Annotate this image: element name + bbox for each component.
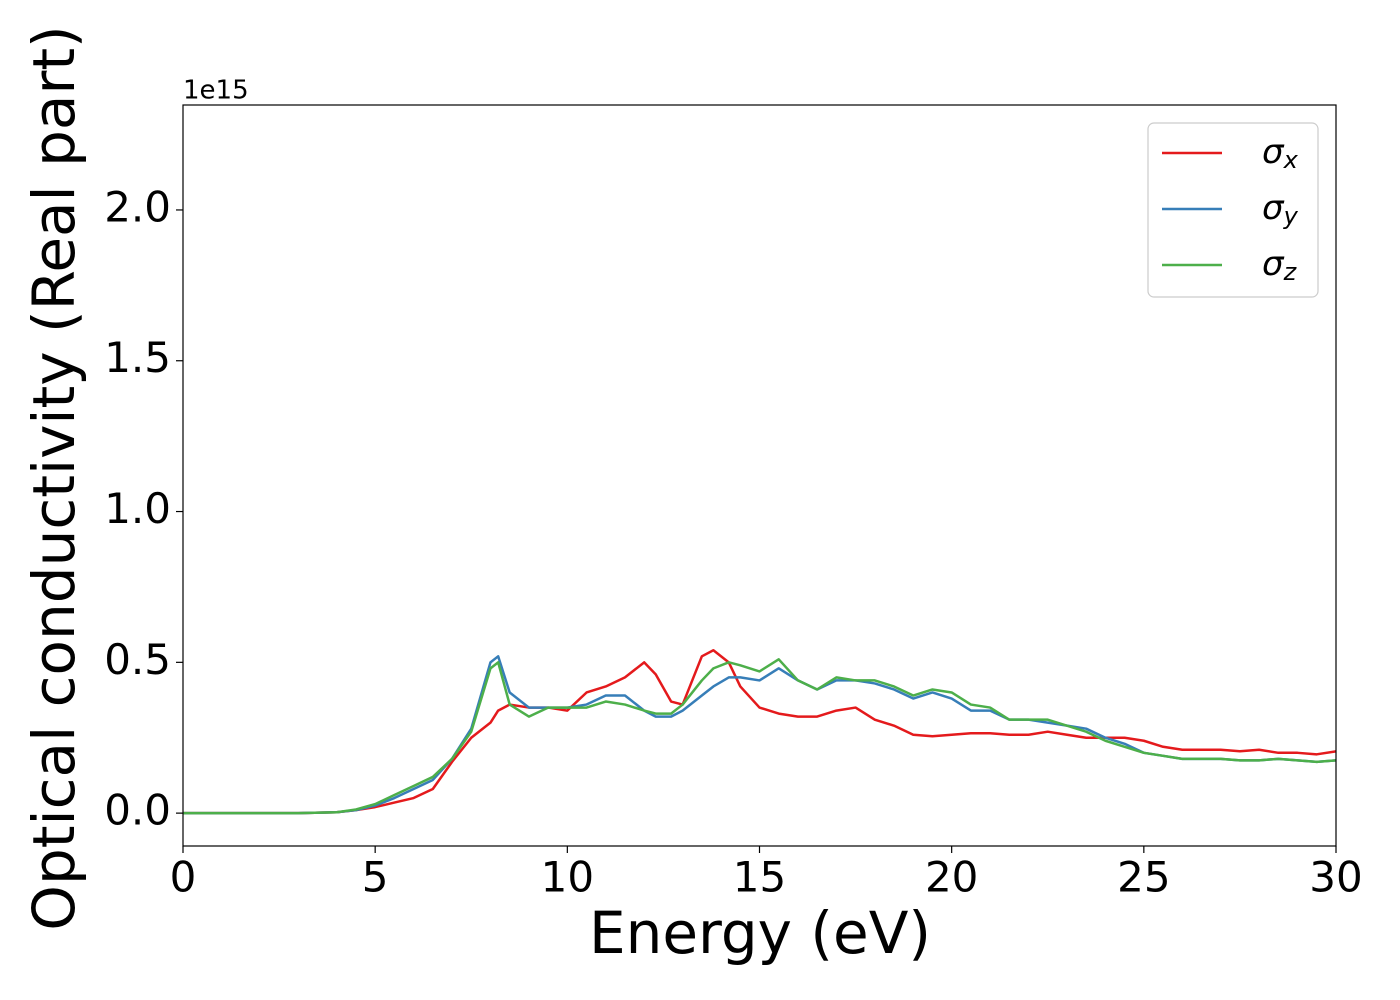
x-tick-label: 30 <box>1309 853 1362 902</box>
legend: σx σy σz <box>1147 122 1319 298</box>
legend-label: σx <box>1262 132 1299 175</box>
x-tick-label: 15 <box>733 853 786 902</box>
y-tick-label: 0.0 <box>104 786 171 835</box>
legend-box <box>1147 122 1319 298</box>
data-line <box>183 655 1336 815</box>
y-tick-label: 1.5 <box>104 333 171 382</box>
x-tick-label: 20 <box>925 853 978 902</box>
y-offset-label: 1e15 <box>183 76 249 106</box>
y-tick-label: 1.0 <box>104 484 171 533</box>
data-line <box>183 658 1336 815</box>
data-line <box>183 649 1336 815</box>
x-tick-label: 0 <box>170 853 197 902</box>
y-tick-label: 2.0 <box>104 182 171 231</box>
y-tick-label: 0.5 <box>104 635 171 684</box>
x-tick-label: 25 <box>1117 853 1170 902</box>
x-tick-label: 5 <box>362 853 389 902</box>
x-axis-label: Energy (eV) <box>589 899 931 967</box>
x-tick-label: 10 <box>541 853 594 902</box>
y-axis-label: Optical conductivity (Real part) <box>20 25 88 930</box>
legend-label: σz <box>1262 244 1298 287</box>
legend-label: σy <box>1262 188 1299 231</box>
plot-frame <box>182 104 1337 847</box>
